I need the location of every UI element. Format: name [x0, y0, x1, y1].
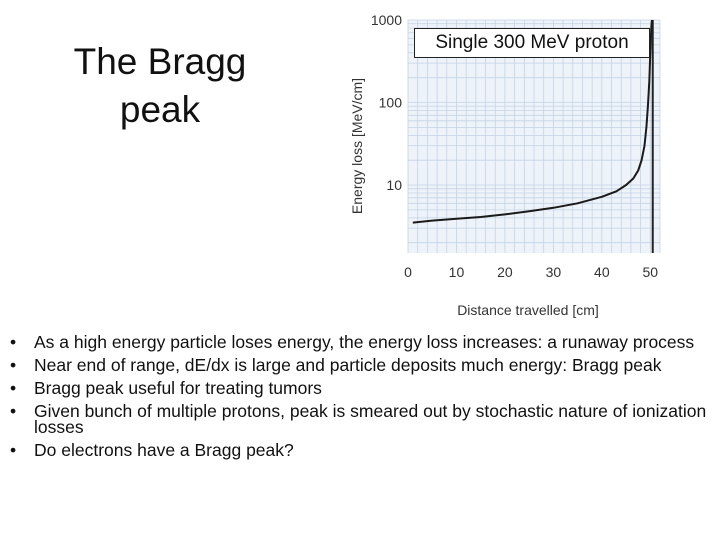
x-tick-label: 0	[404, 264, 412, 280]
chart-svg: 10 100 1000 0 10 20 30 40 50 Energy loss [MeV/cm…	[349, 12, 661, 318]
x-tick-label: 30	[546, 264, 562, 280]
bullet-list: As a high energy particle loses energy, …	[8, 333, 714, 465]
slide-title-line-1: The Bragg	[73, 41, 247, 82]
x-tick-label: 10	[449, 264, 465, 280]
slide-title: The Bragg peak	[40, 38, 280, 134]
x-tick-label: 50	[643, 264, 659, 280]
bragg-chart: 10 100 1000 0 10 20 30 40 50 Energy loss [MeV/cm…	[340, 8, 680, 326]
bullet-item: Bragg peak useful for treating tumors	[8, 379, 714, 397]
y-tick-label: 10	[386, 177, 402, 193]
x-tick-label: 20	[497, 264, 513, 280]
y-tick-label: 100	[379, 95, 403, 111]
chart-title: Single 300 MeV proton	[414, 28, 650, 58]
slide-title-line-2: peak	[119, 89, 201, 130]
series-line	[412, 19, 653, 224]
bullet-item: Given bunch of multiple protons, peak is…	[8, 402, 714, 436]
x-axis-label: Distance travelled [cm]	[457, 302, 599, 318]
bullet-item: Near end of range, dE/dx is large and pa…	[8, 356, 714, 374]
bullet-item: Do electrons have a Bragg peak?	[8, 441, 714, 459]
y-tick-label: 1000	[371, 12, 402, 28]
x-tick-label: 40	[594, 264, 610, 280]
bullet-item: As a high energy particle loses energy, …	[8, 333, 714, 351]
y-axis-label: Energy loss [MeV/cm]	[349, 78, 365, 214]
